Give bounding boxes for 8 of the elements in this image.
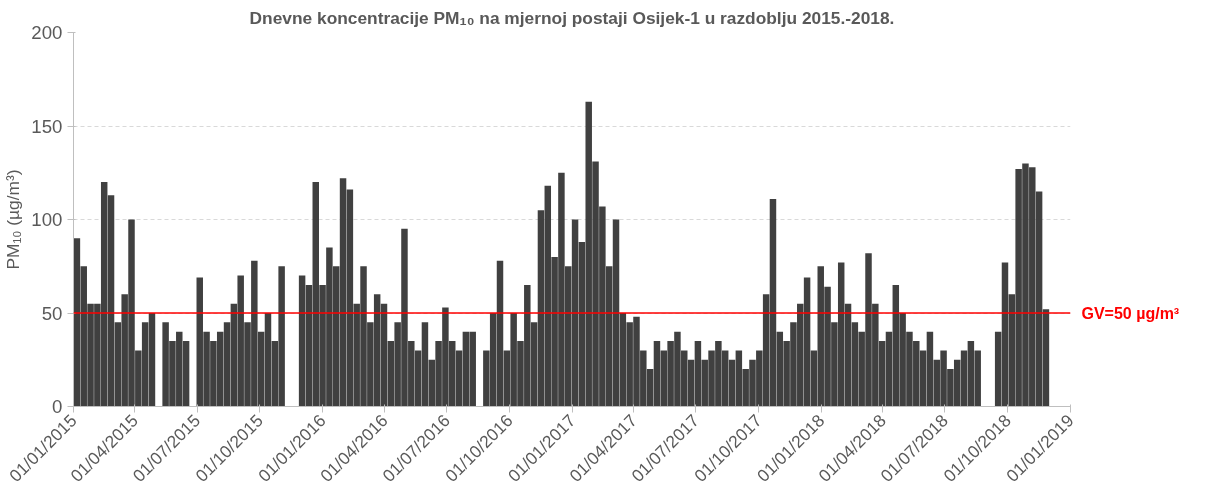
y-tick-label: 50 — [41, 302, 63, 324]
chart-title: Dnevne koncentracije PM₁₀ na mjernoj postaji Osijek-1 u razdoblju 2015.-2018. — [249, 7, 895, 28]
y-axis-title: PM₁₀ (µg/m³) — [3, 169, 24, 270]
ref-line-label: GV=50 µg/m³ — [1081, 304, 1180, 322]
y-tick-label: 0 — [52, 396, 63, 417]
y-tick-label: 150 — [31, 115, 63, 137]
y-tick-label: 200 — [31, 22, 63, 43]
y-tick-label: 100 — [31, 209, 63, 230]
